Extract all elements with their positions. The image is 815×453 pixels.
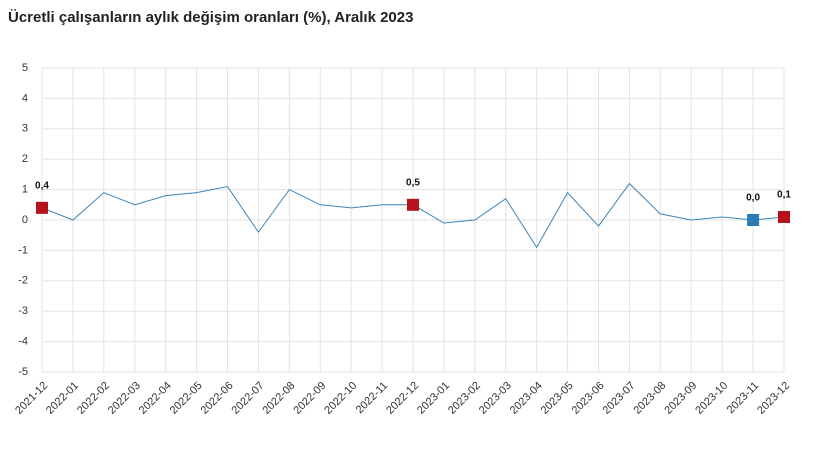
x-tick-label: 2022-08	[260, 380, 297, 417]
x-tick-label: 2023-06	[570, 380, 607, 417]
marker	[747, 214, 760, 226]
marker	[36, 201, 48, 214]
x-tick-label: 2023-01	[415, 380, 452, 417]
x-tick-label: 2023-10	[693, 380, 730, 417]
x-tick-label: 2022-11	[354, 380, 390, 416]
y-tick-label: 0	[22, 214, 28, 226]
x-tick-label: 2021-12	[13, 380, 50, 417]
x-tick-label: 2023-11	[725, 380, 761, 416]
x-tick-label: 2023-02	[446, 380, 483, 417]
x-tick-label: 2022-07	[230, 380, 267, 417]
y-tick-label: -5	[18, 366, 28, 378]
x-tick-label: 2022-04	[137, 380, 174, 417]
y-tick-label: -1	[18, 244, 28, 256]
y-tick-label: 2	[22, 153, 28, 165]
data-label: 0,1	[777, 190, 791, 201]
data-label: 0,5	[406, 177, 420, 188]
x-tick-label: 2022-01	[44, 380, 81, 417]
y-tick-label: -2	[18, 275, 28, 287]
x-tick-label: 2022-03	[106, 380, 143, 417]
x-tick-label: 2022-06	[199, 380, 236, 417]
data-label: 0,4	[35, 180, 49, 191]
x-tick-label: 2022-05	[168, 380, 205, 417]
y-tick-label: -3	[18, 305, 28, 317]
x-tick-label: 2023-04	[508, 380, 545, 417]
x-tick-label: 2023-07	[601, 380, 638, 417]
x-tick-label: 2022-09	[291, 380, 328, 417]
marker	[407, 198, 419, 211]
x-tick-label: 2023-05	[539, 380, 576, 417]
y-tick-label: 1	[22, 184, 28, 196]
x-tick-label: 2022-12	[384, 380, 421, 417]
x-tick-label: 2023-09	[662, 380, 699, 417]
x-tick-label: 2023-08	[631, 380, 668, 417]
y-tick-label: 5	[22, 62, 28, 74]
data-label: 0,0	[746, 193, 760, 204]
x-tick-label: 2022-10	[322, 380, 359, 417]
marker	[778, 210, 790, 223]
x-tick-label: 2022-02	[75, 380, 112, 417]
y-tick-label: 4	[22, 92, 28, 104]
x-tick-label: 2023-03	[477, 380, 514, 417]
y-tick-label: 3	[22, 123, 28, 135]
x-tick-label: 2023-12	[755, 380, 792, 417]
chart-title: Ücretli çalışanların aylık değişim oranl…	[8, 9, 413, 26]
y-tick-label: -4	[18, 336, 28, 348]
